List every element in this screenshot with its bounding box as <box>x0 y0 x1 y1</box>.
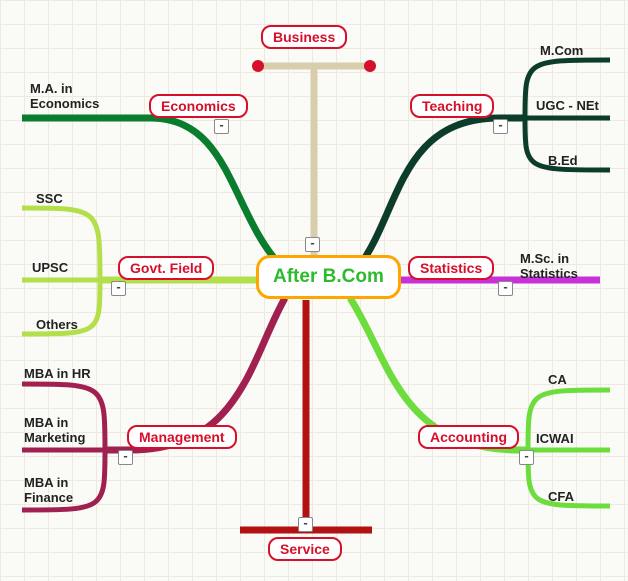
branch-business: Business <box>261 25 347 49</box>
collapse-accounting[interactable]: - <box>519 450 534 465</box>
leaf-mgmt-hr: MBA in HR <box>24 367 91 382</box>
branch-service: Service <box>268 537 342 561</box>
collapse-govt[interactable]: - <box>111 281 126 296</box>
leaf-mgmt-fin: MBA inFinance <box>24 476 73 506</box>
leaf-stats-msc: M.Sc. inStatistics <box>520 252 578 282</box>
leaf-govt-others: Others <box>36 318 78 333</box>
collapse-business[interactable]: - <box>305 237 320 252</box>
leaf-teaching-mcom: M.Com <box>540 44 583 59</box>
leaf-govt-ssc: SSC <box>36 192 63 207</box>
leaf-govt-upsc: UPSC <box>32 261 68 276</box>
leaf-economics-ma: M.A. inEconomics <box>30 82 99 112</box>
branch-govt: Govt. Field <box>118 256 214 280</box>
leaf-teaching-ugc: UGC - NEt <box>536 99 599 114</box>
leaf-acct-icwai: ICWAI <box>536 432 574 447</box>
branch-management: Management <box>127 425 237 449</box>
branch-statistics: Statistics <box>408 256 494 280</box>
collapse-management[interactable]: - <box>118 450 133 465</box>
leaf-teaching-bed: B.Ed <box>548 154 578 169</box>
branch-teaching: Teaching <box>410 94 494 118</box>
collapse-service[interactable]: - <box>298 517 313 532</box>
leaf-acct-cfa: CFA <box>548 490 574 505</box>
collapse-economics[interactable]: - <box>214 119 229 134</box>
collapse-teaching[interactable]: - <box>493 119 508 134</box>
branch-economics: Economics <box>149 94 248 118</box>
center-node: After B.Com <box>256 255 401 299</box>
leaf-mgmt-mkt: MBA inMarketing <box>24 416 85 446</box>
branch-accounting: Accounting <box>418 425 519 449</box>
collapse-statistics[interactable]: - <box>498 281 513 296</box>
leaf-acct-ca: CA <box>548 373 567 388</box>
